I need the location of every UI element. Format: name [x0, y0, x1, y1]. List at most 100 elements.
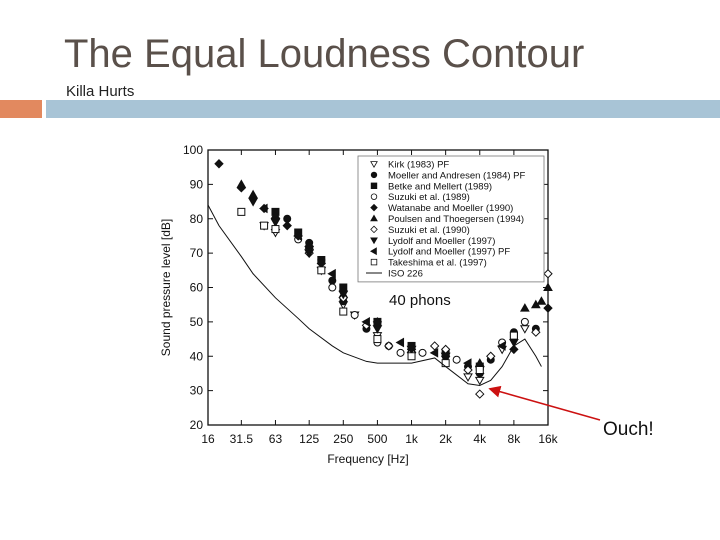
data-point-series-9 [373, 335, 382, 344]
ouch-arrow [488, 385, 601, 421]
data-point-series-4 [509, 344, 519, 355]
y-tick-label: 100 [183, 143, 203, 157]
data-point-series-5 [543, 282, 553, 291]
legend-swatch [370, 203, 378, 212]
data-point-series-8 [259, 203, 268, 214]
x-tick-label: 16 [201, 432, 215, 446]
data-point-series-3 [328, 283, 337, 292]
data-point-series-6 [543, 269, 553, 279]
x-tick-label: 63 [269, 432, 283, 446]
legend-swatch [370, 193, 378, 200]
data-point-series-5 [536, 296, 547, 305]
x-tick-label: 16k [538, 432, 558, 446]
data-point-series-7 [270, 218, 281, 228]
legend-swatch [370, 161, 378, 169]
legend-entry: Takeshima et al. (1997) [388, 258, 487, 269]
data-point-series-3 [418, 348, 427, 357]
data-point-series-9 [317, 266, 326, 275]
data-point-series-9 [339, 307, 348, 316]
x-tick-label: 8k [508, 432, 522, 446]
data-marks [214, 159, 553, 399]
data-point-series-3 [396, 348, 405, 357]
data-point-series-9 [441, 359, 450, 368]
x-tick-label: 31.5 [230, 432, 254, 446]
data-point-series-8 [327, 268, 336, 279]
legend-entry: Betke and Mellert (1989) [388, 181, 492, 192]
data-point-series-9 [271, 225, 280, 234]
data-point-series-4 [282, 220, 292, 231]
data-point-series-8 [429, 347, 439, 358]
data-point-series-6 [384, 341, 394, 351]
x-axis-label: Frequency [Hz] [327, 452, 408, 466]
y-axis-ticks: 20 30 40 50 60 70 80 90 100 [183, 143, 548, 432]
data-point-series-8 [361, 317, 370, 327]
x-tick-label: 250 [333, 432, 353, 446]
x-tick-label: 1k [405, 432, 419, 446]
x-axis-ticks: 16 31.5 63 125 250 500 1k 2k 4k 8k 16k [201, 150, 559, 446]
data-point-series-0 [474, 376, 485, 386]
iso226-curve [207, 204, 542, 386]
data-point-series-9 [260, 221, 269, 230]
legend-entry: Poulsen and Thoegersen (1994) [388, 214, 524, 225]
legend-entry: Lydolf and Moeller (1997) [388, 236, 495, 247]
data-point-series-3 [520, 317, 529, 326]
legend-swatch [369, 247, 377, 256]
x-tick-label: 2k [439, 432, 453, 446]
data-point-series-6 [486, 351, 496, 361]
legend-entry: Watanabe and Moeller (1990) [388, 203, 513, 214]
data-point-series-7 [338, 290, 349, 300]
data-point-series-9 [407, 352, 416, 361]
legend-entry: Lydolf and Moeller (1997) PF [388, 247, 510, 258]
data-point-series-7 [406, 345, 417, 355]
data-point-series-7 [248, 198, 258, 207]
y-tick-label: 30 [190, 384, 204, 398]
x-tick-label: 500 [367, 432, 387, 446]
legend-swatch [370, 237, 378, 245]
data-point-series-0 [463, 373, 473, 382]
data-point-series-4 [543, 303, 553, 313]
data-point-series-9 [237, 207, 246, 216]
slide-title: The Equal Loudness Contour [64, 32, 585, 76]
y-tick-label: 60 [190, 281, 204, 295]
y-tick-label: 50 [190, 315, 204, 329]
legend-swatch [370, 225, 378, 234]
data-point-series-7 [304, 249, 315, 259]
legend-swatch [370, 214, 378, 222]
data-point-series-8 [395, 337, 405, 348]
data-point-series-6 [531, 327, 541, 337]
data-point-series-5 [270, 210, 281, 219]
y-tick-label: 40 [190, 349, 204, 363]
data-point-series-8 [293, 231, 302, 241]
legend-entry: ISO 226 [388, 269, 423, 280]
y-tick-label: 90 [190, 177, 204, 191]
data-point-series-1 [328, 276, 337, 285]
x-tick-label: 125 [299, 432, 319, 446]
y-tick-label: 80 [190, 212, 204, 226]
legend-swatch [370, 182, 378, 190]
data-point-series-5 [248, 189, 258, 199]
legend-entry: Kirk (1983) PF [388, 160, 449, 171]
data-point-series-7 [372, 325, 383, 334]
accent-bar-orange [0, 100, 42, 118]
data-point-series-9 [509, 331, 518, 340]
data-point-series-8 [497, 341, 506, 351]
data-point-series-5 [236, 179, 247, 188]
data-point-series-6 [463, 365, 473, 375]
data-point-series-6 [429, 341, 440, 351]
data-point-series-4 [214, 159, 224, 169]
data-point-series-0 [520, 325, 530, 334]
legend-entry: Suzuki et al. (1990) [388, 225, 470, 236]
y-tick-label: 70 [190, 246, 204, 260]
phon-label: 40 phons [389, 292, 451, 309]
legend-entry: Moeller and Andresen (1984) PF [388, 170, 525, 181]
y-tick-label: 20 [190, 418, 204, 432]
accent-bar-blue [46, 100, 720, 118]
data-point-series-6 [475, 389, 485, 399]
data-point-series-9 [475, 366, 484, 374]
legend-swatch [370, 171, 378, 179]
data-point-series-5 [520, 303, 530, 312]
y-axis-label: Sound pressure level [dB] [159, 219, 173, 356]
data-point-series-8 [463, 358, 472, 368]
data-point-series-7 [440, 352, 451, 362]
